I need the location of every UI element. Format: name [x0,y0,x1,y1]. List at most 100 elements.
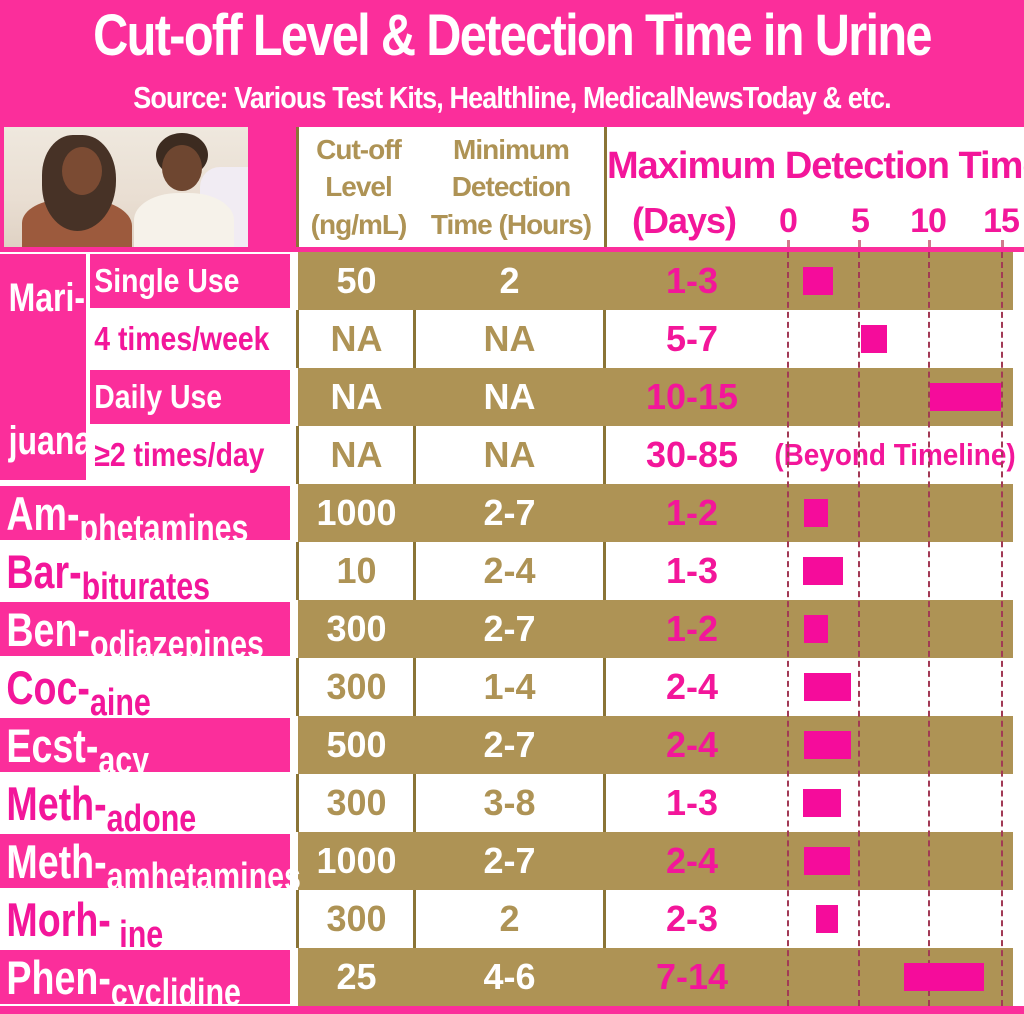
header-pink-left-margin [0,122,4,252]
table-row-4-times-week: 4 times/week NA NA 5-7 [0,310,1024,368]
max-days-value: 2-4 [665,666,719,707]
gridline-day-10 [928,252,930,1006]
table-row-methamhetamines: Meth-amhetamines 1000 2-7 2-4 [0,832,1024,898]
photo-woman-left-face [62,147,102,195]
bottom-pink-strip [0,1006,1024,1014]
min-hours-value: 2-7 [483,492,536,533]
page-title: Cut-off Level & Detection Time in Urine [93,3,932,68]
timeline-bar-cocaine [804,673,852,701]
max-detection-title: Maximum Detection Time [607,145,1024,187]
max-days-value: 2-4 [665,840,719,881]
photo-woman-right-face [162,145,202,191]
gridline-day-15 [1001,252,1003,1006]
drug-name-cell: Am-phetamines [0,486,290,550]
timeline-bar-marijuana-single-use [802,267,833,295]
max-days-value: 10-15 [645,376,739,417]
max-days-value: 30-85 [645,434,739,475]
photo-woman-right-body [134,193,234,247]
table-row-barbiturates: Bar-biturates 10 2-4 1-3 [0,542,1024,608]
row-label-cell: ≥2 times/day [94,436,265,473]
table-row-amphetamines: Am-phetamines 1000 2-7 1-2 [0,484,1024,550]
header-pink-gutter [248,122,298,252]
table-row-morhine: Morh- ine 300 2 2-3 [0,890,1024,956]
drug-name-cell: Phen-cyclidine [0,950,290,1014]
drug-name-cell: Meth-adone [6,776,197,840]
min-hours-value: 2-4 [483,550,536,591]
min-hours-value: 3-8 [483,782,536,823]
table-row-ecstacy: Ecst-acy 500 2-7 2-4 [0,716,1024,782]
axis-tickmark [1001,240,1004,248]
max-days-value: 5-7 [665,318,719,359]
cutoff-value: 300 [326,782,387,823]
drug-name-cell: Meth-amhetamines [0,834,301,898]
header-pink-divider-top [0,122,1024,127]
axis-tickmark [787,240,790,248]
source-subtitle: Source: Various Test Kits, Healthline, M… [133,80,891,115]
cutoff-value: 10 [336,550,377,591]
cutoff-value: NA [330,376,383,417]
timeline-bar-amphetamines [804,499,829,527]
max-days-value: 1-2 [665,492,719,533]
column-header-min-detection: Minimum Detection Time (Hours) [418,127,607,247]
timeline-bar-ecstacy [804,731,852,759]
drug-name-cell: Ecst-acy [0,718,290,782]
header-pink-divider-bottom [0,247,1024,252]
table-row-phencyclidine: Phen-cyclidine 25 4-6 7-14 [0,948,1024,1014]
cutoff-value: 1000 [316,840,397,881]
min-hours-value: 2-7 [483,608,536,649]
min-hours-value: 2-7 [483,724,536,765]
drug-name-cell: Bar-biturates [6,544,211,608]
axis-tick-5: 5 [851,202,870,240]
max-days-value: 7-14 [655,956,729,997]
max-days-value: 2-4 [665,724,719,765]
min-hours-value: 2-7 [483,840,536,881]
timeline-bar-marijuana-daily-use [929,383,1002,411]
timeline-bar-methamhetamines [804,847,850,875]
cutoff-value: 1000 [316,492,397,533]
axis-tick-0: 0 [779,202,798,240]
max-days-value: 1-2 [665,608,719,649]
title-banner: Cut-off Level & Detection Time in Urine … [0,0,1024,122]
photo-two-women [4,127,248,247]
gridline-day-5 [858,252,860,1006]
timeline-bar-marijuana-4-times-week [861,325,887,353]
table-row-benodiazepines: Ben-odiazepines 300 2-7 1-2 [0,600,1024,666]
table-row-single-use: Single Use 50 2 1-3 [0,252,1024,310]
drug-name-cell: Ben-odiazepines [0,602,290,666]
min-hours-value: 2 [499,260,520,301]
row-label-cell: Daily Use [90,370,290,424]
table-row-2-times-day: ≥2 times/day NA NA 30-85 (Beyond Timelin… [0,426,1024,484]
timeline-bar-morhine [815,905,839,933]
timeline-bar-benodiazepines [804,615,829,643]
axis-tick-15: 15 [983,202,1020,240]
min-hours-value: 4-6 [483,956,536,997]
table-row-methadone: Meth-adone 300 3-8 1-3 [0,774,1024,840]
cutoff-value: 300 [326,666,387,707]
timeline-bar-barbiturates [802,557,843,585]
cutoff-value: 25 [336,956,377,997]
beyond-timeline-note: (Beyond Timeline) [774,437,1016,472]
min-hours-value: NA [483,318,536,359]
cutoff-value: 500 [326,724,387,765]
cutoff-value: NA [330,434,383,475]
timeline-bar-methadone [802,789,842,817]
table-row-daily-use: Daily Use NA NA 10-15 [0,368,1024,426]
cutoff-value: NA [330,318,383,359]
axis-tick-10: 10 [910,202,947,240]
gridline-day-0 [787,252,789,1006]
drug-name-cell: Coc-aine [6,660,151,724]
max-days-value: 1-3 [665,782,719,823]
max-days-value: 2-3 [665,898,719,939]
drug-name-cell: Morh- ine [6,892,164,956]
axis-tickmark [928,240,931,248]
timeline-bar-phencyclidine [904,963,984,991]
row-label-cell: 4 times/week [94,320,270,357]
min-hours-value: 2 [499,898,520,939]
days-unit-label: (Days) [631,200,737,241]
cutoff-value: 50 [336,260,377,301]
cutoff-value: 300 [326,898,387,939]
min-hours-value: NA [483,376,536,417]
group-label-marijuana: Mari- juana [0,254,92,480]
column-header-cutoff: Cut-off Level (ng/mL) [296,127,421,247]
min-hours-value: NA [483,434,536,475]
